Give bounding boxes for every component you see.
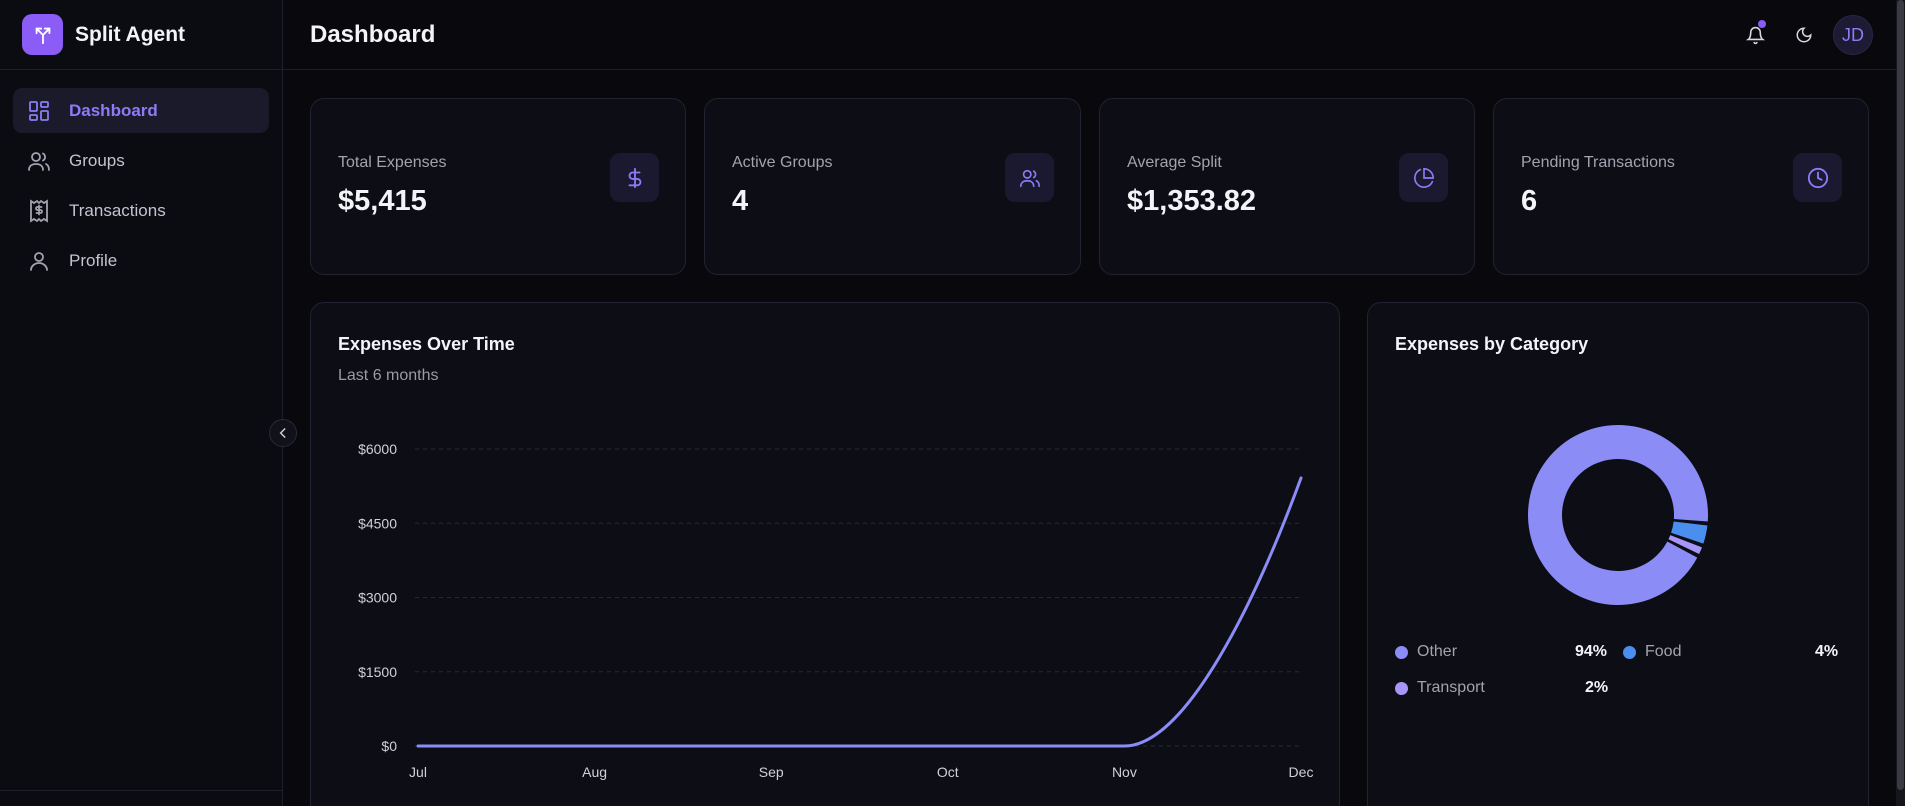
sidebar-item-profile[interactable]: Profile xyxy=(13,238,269,283)
legend-label: Other xyxy=(1417,643,1458,660)
y-tick-label: $3000 xyxy=(358,590,397,606)
user-icon xyxy=(27,249,51,273)
stat-card-active-groups: Active Groups 4 xyxy=(704,98,1081,275)
scrollbar[interactable] xyxy=(1896,0,1905,806)
top-header: Dashboard JD xyxy=(283,0,1905,70)
x-tick-label: Sep xyxy=(759,764,784,780)
theme-toggle-button[interactable] xyxy=(1783,14,1825,56)
stat-label: Active Groups xyxy=(732,154,833,171)
stat-value: 4 xyxy=(732,185,749,217)
header-actions: JD xyxy=(1727,14,1873,56)
legend-dot xyxy=(1623,645,1636,659)
legend-dot xyxy=(1395,681,1408,695)
x-tick-label: Jul xyxy=(409,764,427,780)
pie-chart-icon xyxy=(1399,153,1448,202)
scrollbar-thumb[interactable] xyxy=(1897,0,1904,790)
notifications-button[interactable] xyxy=(1734,14,1776,56)
stat-label: Total Expenses xyxy=(338,154,447,171)
clock-icon xyxy=(1793,153,1842,202)
sidebar-item-label: Groups xyxy=(69,150,125,170)
legend-label: Food xyxy=(1645,643,1682,660)
dollar-icon xyxy=(610,153,659,202)
y-tick-label: $4500 xyxy=(358,515,397,531)
legend-label: Transport xyxy=(1417,679,1485,696)
x-tick-label: Aug xyxy=(582,764,607,780)
legend-dot xyxy=(1395,645,1408,659)
series-line xyxy=(416,476,1303,748)
x-tick-label: Dec xyxy=(1289,764,1314,780)
expenses-over-time-card: Expenses Over Time Last 6 months $0 $1500… xyxy=(310,302,1340,806)
chevron-left-icon xyxy=(279,428,286,438)
stat-card-average-split: Average Split $1,353.82 xyxy=(1099,98,1475,275)
users-icon xyxy=(1005,153,1054,202)
stat-value: $5,415 xyxy=(338,185,427,217)
legend-item-other[interactable]: Other xyxy=(1395,643,1457,661)
stat-label: Average Split xyxy=(1127,154,1222,171)
stat-label: Pending Transactions xyxy=(1521,154,1675,171)
x-tick-label: Nov xyxy=(1112,764,1137,780)
collapse-sidebar-button[interactable] xyxy=(269,419,297,447)
legend-percent: 4% xyxy=(1815,643,1839,660)
legend-percent: 94% xyxy=(1575,643,1608,660)
slice-other xyxy=(1528,425,1708,605)
sidebar-nav: Dashboard Groups Transac xyxy=(0,70,282,306)
page-title: Dashboard xyxy=(310,20,436,48)
sidebar-item-dashboard[interactable]: Dashboard xyxy=(13,88,269,133)
y-tick-label: $6000 xyxy=(358,441,397,457)
stat-value: 6 xyxy=(1521,185,1538,217)
chart-title: Expenses by Category xyxy=(1395,334,1589,354)
avatar[interactable]: JD xyxy=(1833,15,1873,55)
slice-food xyxy=(1671,521,1708,544)
legend-item-transport[interactable]: Transport xyxy=(1395,679,1485,697)
chart-title: Expenses Over Time xyxy=(338,334,515,354)
sidebar-item-label: Transactions xyxy=(69,200,166,220)
brand[interactable]: Split Agent xyxy=(0,0,282,70)
legend-percent: 2% xyxy=(1585,679,1609,696)
split-logo-icon xyxy=(22,14,63,55)
sidebar-item-label: Profile xyxy=(69,250,118,270)
sidebar-item-transactions[interactable]: Transactions xyxy=(13,188,269,233)
app-name: Split Agent xyxy=(75,22,186,46)
notification-dot xyxy=(1758,20,1766,28)
users-icon xyxy=(27,149,51,173)
category-donut-chart xyxy=(1528,425,1708,605)
sidebar-item-groups[interactable]: Groups xyxy=(13,138,269,183)
legend-item-food[interactable]: Food xyxy=(1623,643,1681,661)
stat-card-pending-transactions: Pending Transactions 6 xyxy=(1493,98,1869,275)
sidebar-item-label: Dashboard xyxy=(69,100,158,120)
y-tick-label: $0 xyxy=(381,738,397,754)
moon-icon xyxy=(1796,27,1812,43)
y-tick-label: $1500 xyxy=(358,664,397,680)
sidebar: Split Agent Dashboard xyxy=(0,0,283,806)
expenses-by-category-card: Expenses by Category Other 94% Food 4% T… xyxy=(1367,302,1869,806)
stat-card-total-expenses: Total Expenses $5,415 xyxy=(310,98,686,275)
sidebar-footer xyxy=(0,790,283,806)
stat-value: $1,353.82 xyxy=(1127,185,1257,217)
bell-icon xyxy=(1745,26,1765,44)
slice-transport xyxy=(1668,535,1702,555)
chart-subtitle: Last 6 months xyxy=(338,367,439,384)
expenses-line-chart: $0 $1500 $3000 $4500 $6000 Jul Aug Sep Oct Nov Dec xyxy=(358,441,1314,780)
dashboard-icon xyxy=(27,99,51,123)
x-tick-label: Oct xyxy=(937,764,959,780)
receipt-icon xyxy=(27,198,51,223)
